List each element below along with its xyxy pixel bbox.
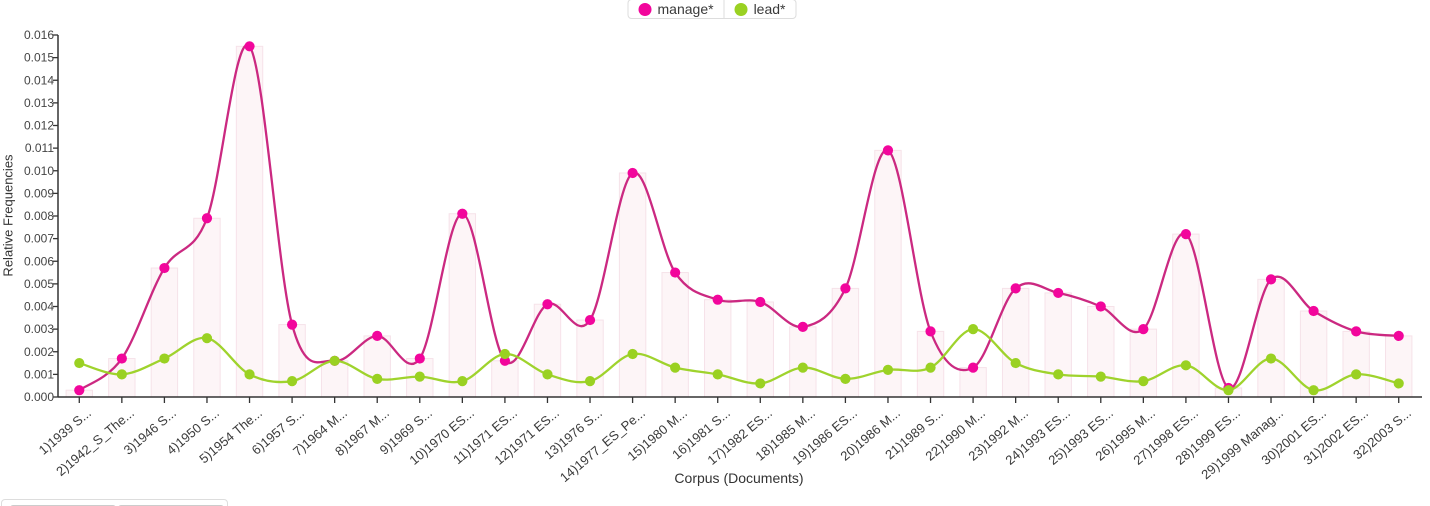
svg-text:0.006: 0.006 xyxy=(24,254,54,268)
svg-text:0.012: 0.012 xyxy=(24,119,54,133)
svg-text:0.015: 0.015 xyxy=(24,51,54,65)
svg-text:0.011: 0.011 xyxy=(25,141,54,155)
svg-text:0.009: 0.009 xyxy=(24,186,54,200)
svg-text:0.008: 0.008 xyxy=(24,209,54,223)
svg-text:0.007: 0.007 xyxy=(24,232,54,246)
svg-text:0.005: 0.005 xyxy=(24,277,54,291)
svg-text:0.004: 0.004 xyxy=(24,300,54,314)
svg-text:0.003: 0.003 xyxy=(24,322,54,336)
svg-text:0.000: 0.000 xyxy=(24,390,54,404)
svg-text:0.013: 0.013 xyxy=(24,96,54,110)
svg-text:0.001: 0.001 xyxy=(24,367,54,381)
svg-text:0.010: 0.010 xyxy=(24,164,54,178)
svg-text:0.016: 0.016 xyxy=(24,28,54,42)
svg-text:0.014: 0.014 xyxy=(24,73,54,87)
svg-text:0.002: 0.002 xyxy=(24,345,54,359)
